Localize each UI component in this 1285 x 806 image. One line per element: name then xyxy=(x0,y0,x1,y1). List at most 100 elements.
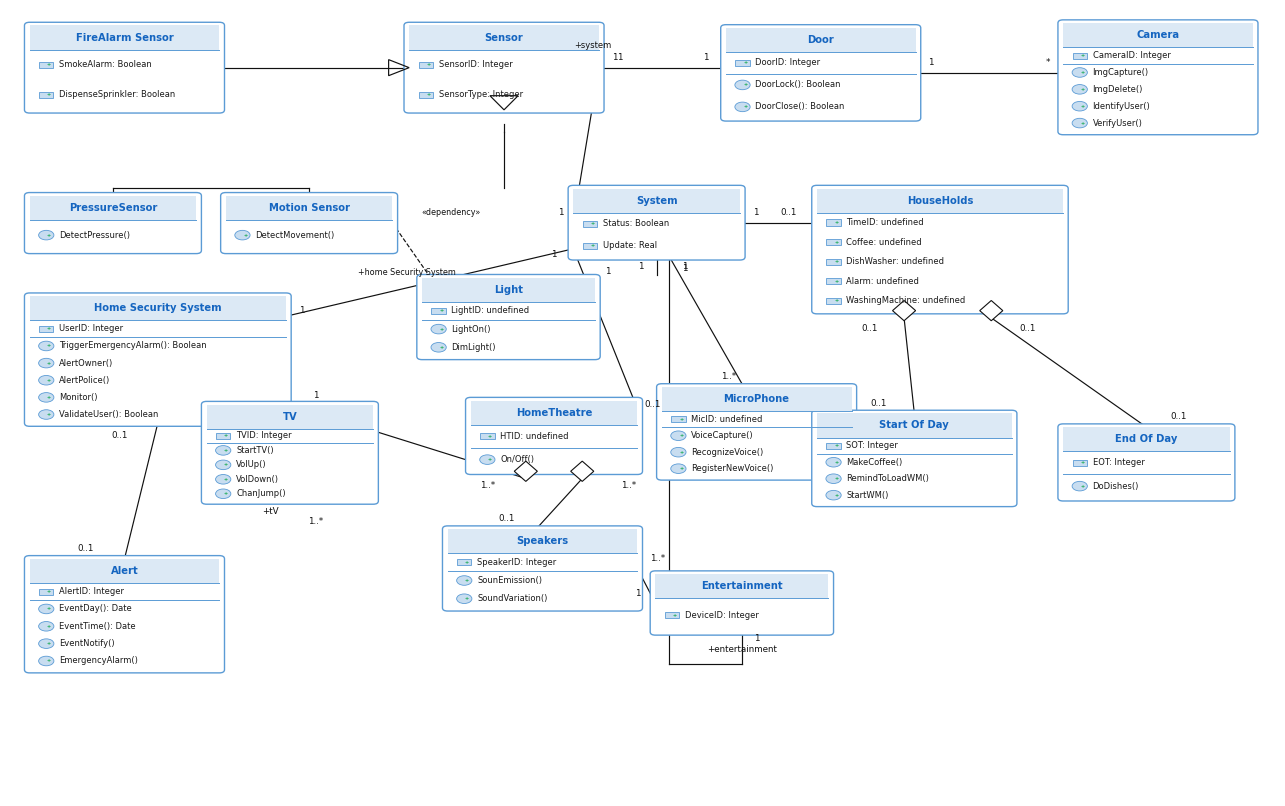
Text: 1..*: 1..* xyxy=(308,517,323,526)
FancyBboxPatch shape xyxy=(416,275,600,359)
Text: 1: 1 xyxy=(682,264,687,273)
Bar xyxy=(470,401,637,425)
Bar xyxy=(735,60,749,66)
Text: 1: 1 xyxy=(703,52,708,62)
Circle shape xyxy=(216,475,231,484)
Text: End Of Day: End Of Day xyxy=(1115,434,1177,444)
Text: 1: 1 xyxy=(928,58,934,67)
Text: RecognizeVoice(): RecognizeVoice() xyxy=(691,447,763,457)
FancyBboxPatch shape xyxy=(721,25,921,121)
Text: SmokeAlarm: Boolean: SmokeAlarm: Boolean xyxy=(59,60,152,69)
Text: RegisterNewVoice(): RegisterNewVoice() xyxy=(691,464,774,473)
Text: +: + xyxy=(1081,484,1085,488)
Text: +: + xyxy=(224,448,227,453)
Bar xyxy=(573,189,740,213)
Circle shape xyxy=(39,409,54,419)
Text: +: + xyxy=(224,463,227,467)
Text: +: + xyxy=(243,233,247,238)
Circle shape xyxy=(456,594,472,604)
FancyBboxPatch shape xyxy=(202,401,378,505)
Bar xyxy=(826,219,840,226)
Text: +: + xyxy=(46,641,51,646)
FancyBboxPatch shape xyxy=(465,397,642,475)
Text: +: + xyxy=(224,477,227,482)
Bar xyxy=(826,278,840,285)
Text: RemindToLoadWM(): RemindToLoadWM() xyxy=(847,474,929,484)
Text: EventNotify(): EventNotify() xyxy=(59,639,114,648)
Text: +: + xyxy=(46,360,51,366)
Circle shape xyxy=(216,446,231,455)
FancyBboxPatch shape xyxy=(812,410,1016,507)
Text: Light: Light xyxy=(493,285,523,295)
Text: Home Security System: Home Security System xyxy=(94,303,221,314)
Text: 0..1: 0..1 xyxy=(861,324,878,333)
Circle shape xyxy=(479,455,495,464)
Bar xyxy=(1063,23,1253,48)
Bar xyxy=(662,387,852,411)
Text: +: + xyxy=(46,92,51,98)
Circle shape xyxy=(735,102,750,112)
Bar xyxy=(481,434,495,439)
Bar xyxy=(226,196,392,220)
Text: +: + xyxy=(743,105,748,110)
Polygon shape xyxy=(893,301,916,321)
FancyBboxPatch shape xyxy=(24,23,225,113)
Text: AlertID: Integer: AlertID: Integer xyxy=(59,587,125,596)
Text: 1: 1 xyxy=(551,250,556,259)
Bar xyxy=(419,92,433,98)
FancyBboxPatch shape xyxy=(657,384,857,480)
Text: +: + xyxy=(672,613,677,617)
Text: HomeTheatre: HomeTheatre xyxy=(515,408,592,418)
Bar xyxy=(826,259,840,264)
Bar xyxy=(409,26,599,50)
Text: 1: 1 xyxy=(639,262,644,271)
Circle shape xyxy=(826,458,842,467)
Text: 1: 1 xyxy=(612,52,617,62)
Text: +: + xyxy=(224,492,227,496)
Text: +: + xyxy=(591,243,595,248)
Circle shape xyxy=(39,393,54,402)
Text: +: + xyxy=(834,476,838,481)
Text: +: + xyxy=(834,260,838,264)
Bar xyxy=(583,243,598,249)
Text: ImgDelete(): ImgDelete() xyxy=(1092,85,1142,93)
Text: DetectMovement(): DetectMovement() xyxy=(256,231,334,239)
Bar xyxy=(826,442,840,449)
Circle shape xyxy=(430,324,446,334)
Text: ChanJump(): ChanJump() xyxy=(236,489,285,498)
Text: FireAlarm Sensor: FireAlarm Sensor xyxy=(76,32,173,43)
Text: HouseHolds: HouseHolds xyxy=(907,196,973,206)
Text: +: + xyxy=(834,220,838,225)
Text: 1..*: 1..* xyxy=(621,481,636,490)
Text: *: * xyxy=(1046,58,1050,67)
Circle shape xyxy=(39,656,54,666)
Text: +: + xyxy=(46,378,51,383)
Text: Sensor: Sensor xyxy=(484,32,523,43)
Text: 1: 1 xyxy=(754,634,759,643)
Text: +: + xyxy=(439,345,443,350)
Circle shape xyxy=(1072,481,1087,491)
Text: «dependency»: «dependency» xyxy=(421,208,481,217)
Text: 0..1: 0..1 xyxy=(499,514,515,523)
Text: AlertOwner(): AlertOwner() xyxy=(59,359,113,368)
Bar xyxy=(583,221,598,226)
Text: TriggerEmergencyAlarm(): Boolean: TriggerEmergencyAlarm(): Boolean xyxy=(59,342,207,351)
Text: PressureSensor: PressureSensor xyxy=(69,203,157,213)
Text: +system: +system xyxy=(574,40,612,50)
Circle shape xyxy=(1072,118,1087,128)
FancyBboxPatch shape xyxy=(403,23,604,113)
Text: DoorID: Integer: DoorID: Integer xyxy=(756,59,820,68)
Text: +: + xyxy=(46,62,51,67)
Circle shape xyxy=(216,460,231,470)
Text: Motion Sensor: Motion Sensor xyxy=(269,203,350,213)
FancyBboxPatch shape xyxy=(650,571,834,635)
Text: DoorLock(): Boolean: DoorLock(): Boolean xyxy=(756,81,840,89)
Bar xyxy=(1063,427,1230,451)
Text: 1: 1 xyxy=(682,262,687,271)
Bar xyxy=(664,612,680,618)
Text: 1: 1 xyxy=(605,267,610,276)
Text: Update: Real: Update: Real xyxy=(603,241,657,251)
Text: IdentifyUser(): IdentifyUser() xyxy=(1092,102,1150,110)
Bar xyxy=(655,574,829,598)
Circle shape xyxy=(671,431,686,441)
